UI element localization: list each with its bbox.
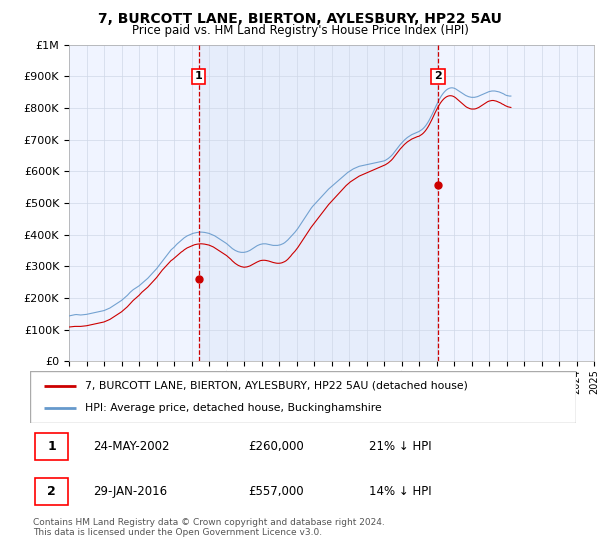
Text: 2: 2 bbox=[434, 72, 442, 81]
Text: 1: 1 bbox=[194, 72, 202, 81]
Bar bbox=[35, 478, 68, 506]
Text: 24-MAY-2002: 24-MAY-2002 bbox=[93, 440, 169, 453]
Text: £260,000: £260,000 bbox=[248, 440, 304, 453]
Text: HPI: Average price, detached house, Buckinghamshire: HPI: Average price, detached house, Buck… bbox=[85, 403, 382, 413]
Text: Contains HM Land Registry data © Crown copyright and database right 2024.
This d: Contains HM Land Registry data © Crown c… bbox=[33, 518, 385, 538]
Bar bbox=[35, 432, 68, 460]
Bar bbox=[199, 45, 438, 361]
Text: 2: 2 bbox=[47, 485, 56, 498]
Text: 1: 1 bbox=[47, 440, 56, 453]
Text: 7, BURCOTT LANE, BIERTON, AYLESBURY, HP22 5AU (detached house): 7, BURCOTT LANE, BIERTON, AYLESBURY, HP2… bbox=[85, 381, 467, 391]
Text: Price paid vs. HM Land Registry's House Price Index (HPI): Price paid vs. HM Land Registry's House … bbox=[131, 24, 469, 36]
Text: 21% ↓ HPI: 21% ↓ HPI bbox=[368, 440, 431, 453]
Text: 29-JAN-2016: 29-JAN-2016 bbox=[93, 485, 167, 498]
Text: £557,000: £557,000 bbox=[248, 485, 304, 498]
Text: 14% ↓ HPI: 14% ↓ HPI bbox=[368, 485, 431, 498]
Text: 7, BURCOTT LANE, BIERTON, AYLESBURY, HP22 5AU: 7, BURCOTT LANE, BIERTON, AYLESBURY, HP2… bbox=[98, 12, 502, 26]
